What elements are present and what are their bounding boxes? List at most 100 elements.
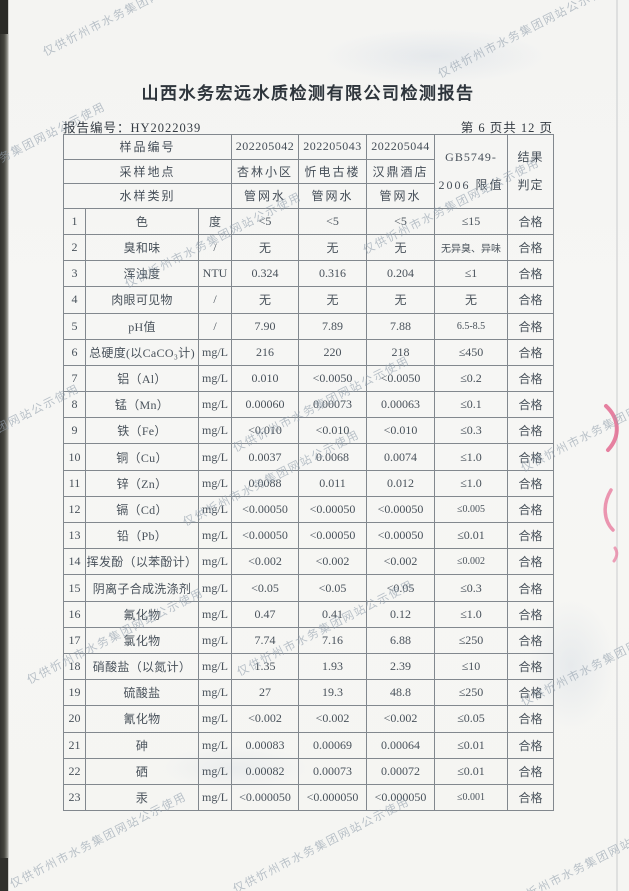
sample2-value-cell: 7.16 (298, 626, 368, 654)
sample3-value-cell: <5 (366, 207, 436, 235)
sample2-value-cell: 19.3 (298, 679, 368, 707)
sample3-value-cell: 0.12 (366, 600, 436, 628)
sample1-value-cell: <0.00050 (231, 522, 300, 550)
limit-cell: ≤1.0 (434, 443, 509, 471)
sample3-value-cell: 0.204 (366, 260, 436, 288)
row-number-cell: 1 (63, 207, 86, 235)
sample2-value-cell: <0.002 (298, 705, 368, 733)
sample2-value-cell: 0.00073 (298, 757, 368, 785)
sample2-value-cell: <0.000050 (298, 783, 368, 812)
unit-cell: mg/L (197, 679, 233, 707)
sample3-value-cell: 0.012 (366, 469, 436, 497)
result-cell: 合格 (507, 286, 555, 314)
limit-cell: ≤0.001 (434, 783, 509, 812)
param-name-cell: 铅（Pb） (85, 522, 199, 550)
unit-cell: mg/L (197, 522, 233, 550)
limit-cell: ≤1.0 (434, 600, 509, 628)
limit-cell: ≤1.0 (434, 469, 509, 497)
row-number-cell: 13 (63, 522, 86, 550)
limit-cell: ≤0.05 (434, 705, 509, 733)
sample2-value-cell: 220 (298, 338, 368, 366)
unit-cell: NTU (197, 260, 233, 288)
sample2-value-cell: 无 (298, 233, 368, 262)
table-row: 4 肉眼可见物 / 无无无无合格 (63, 286, 555, 314)
result-cell: 合格 (507, 207, 555, 235)
param-name-cell: 色 (85, 207, 199, 235)
watermark-text: 仅供忻州市水务集团网站公示使用 (501, 812, 629, 891)
unit-cell: mg/L (197, 417, 233, 445)
sample1-value-cell: 0.00060 (231, 391, 300, 419)
sample1-type-cell: 管网水 (231, 183, 300, 209)
row-number-cell: 8 (63, 391, 86, 419)
sample2-value-cell: 0.00073 (298, 391, 368, 419)
limit-cell: ≤1 (434, 260, 509, 288)
sample1-value-cell: 0.0088 (231, 469, 300, 497)
sample3-id-cell: 202205044 (366, 134, 436, 160)
result-cell: 合格 (507, 705, 555, 733)
param-name-cell: 肉眼可见物 (85, 286, 199, 314)
param-name-cell: 硝酸盐（以氮计） (85, 652, 199, 681)
result-header-line1: 结果 (517, 150, 544, 165)
result-cell: 合格 (507, 338, 555, 366)
sample2-value-cell: <0.002 (298, 548, 368, 576)
sample2-value-cell: <0.0050 (298, 364, 368, 393)
sample3-value-cell: <0.00050 (366, 522, 436, 550)
sample2-value-cell: 0.00069 (298, 731, 368, 759)
sample1-value-cell: <0.002 (231, 548, 300, 576)
table-row: 17 氯化物 mg/L 7.74 7.16 6.88 ≤250 合格 (63, 626, 555, 654)
sample1-value-cell: 7.90 (231, 312, 300, 340)
sample3-value-cell: 0.00072 (366, 757, 436, 785)
sample2-type-cell: 管网水 (298, 183, 368, 209)
param-name-cell: 铜（Cu） (85, 443, 199, 471)
sample1-value-cell: <0.00050 (231, 495, 300, 524)
sample3-value-cell: <0.000050 (366, 783, 436, 812)
limit-cell: ≤0.1 (434, 391, 509, 419)
sample2-value-cell: 0.0068 (298, 443, 368, 471)
sample3-value-cell: 7.88 (366, 312, 436, 340)
unit-cell: mg/L (197, 652, 233, 681)
report-number: 报告编号：HY2022039 (63, 121, 202, 135)
limit-cell: ≤0.002 (434, 548, 509, 576)
sample1-value-cell: 0.324 (231, 260, 300, 288)
param-name-cell: 砷 (85, 731, 199, 759)
row-number-cell: 17 (63, 626, 86, 654)
row-number-cell: 9 (63, 417, 86, 445)
limit-cell: 无 (434, 286, 509, 314)
param-name-cell: 锰（Mn） (85, 391, 199, 419)
result-cell: 合格 (507, 417, 555, 445)
unit-cell: mg/L (197, 783, 233, 812)
watermark-text: 仅供忻州市水务集团网站公示使用 (41, 0, 222, 59)
sample1-value-cell: <0.000050 (231, 783, 300, 812)
result-cell: 合格 (507, 679, 555, 707)
sample3-value-cell: 0.00063 (366, 391, 436, 419)
sample1-value-cell: 0.47 (231, 600, 300, 628)
param-name-cell: 挥发酚（以苯酚计） (85, 548, 199, 576)
param-name-cell: 氯化物 (85, 626, 199, 654)
sample1-value-cell: 216 (231, 338, 300, 366)
table-row: 7 铝（Al） mg/L 0.010 <0.0050 <0.0050 ≤0.2 合格 (63, 364, 555, 393)
table-row: 20 氰化物 mg/L <0.002 <0.002 <0.002 ≤0.05 合格 (63, 705, 555, 733)
param-name-cell: 浑浊度 (85, 260, 199, 288)
sample3-value-cell: 48.8 (366, 679, 436, 707)
sample1-value-cell: <0.05 (231, 574, 300, 602)
unit-cell: mg/L (197, 600, 233, 628)
scan-edge-corner (0, 858, 8, 891)
sample2-id-cell: 202205043 (298, 134, 368, 160)
table-row: 16 氟化物 mg/L 0.47 0.41 0.12 ≤1.0 合格 (63, 600, 555, 628)
sample2-value-cell: 1.93 (298, 652, 368, 681)
unit-cell: / (197, 286, 233, 314)
sample1-value-cell: 无 (231, 233, 300, 262)
sample3-value-cell: <0.002 (366, 548, 436, 576)
page-indicator: 第 6 页共 12 页 (460, 121, 553, 135)
table-header-row: 采样地点 杏林小区 忻电古楼 汉鼎酒店 (62, 158, 554, 185)
sample3-type-cell: 管网水 (366, 183, 436, 209)
table-row: 21 砷 mg/L 0.00083 0.00069 0.00064 ≤0.01 合格 (63, 731, 555, 759)
limit-cell: ≤0.3 (434, 417, 509, 445)
unit-cell: mg/L (197, 626, 233, 654)
row-number-cell: 5 (63, 312, 86, 340)
sample3-value-cell: <0.00050 (366, 495, 436, 524)
table-row: 23 汞 mg/L <0.000050 <0.000050 <0.000050 ≤0.001… (63, 783, 555, 812)
result-cell: 合格 (507, 731, 555, 759)
sample3-value-cell: <0.002 (366, 705, 436, 733)
results-table-body: 1 色度 <5 <5 <5 ≤15 合格 2 臭和味 / 无无无无异臭、异味 合格 3 浑浊度 NTU 0.3… (63, 207, 555, 812)
